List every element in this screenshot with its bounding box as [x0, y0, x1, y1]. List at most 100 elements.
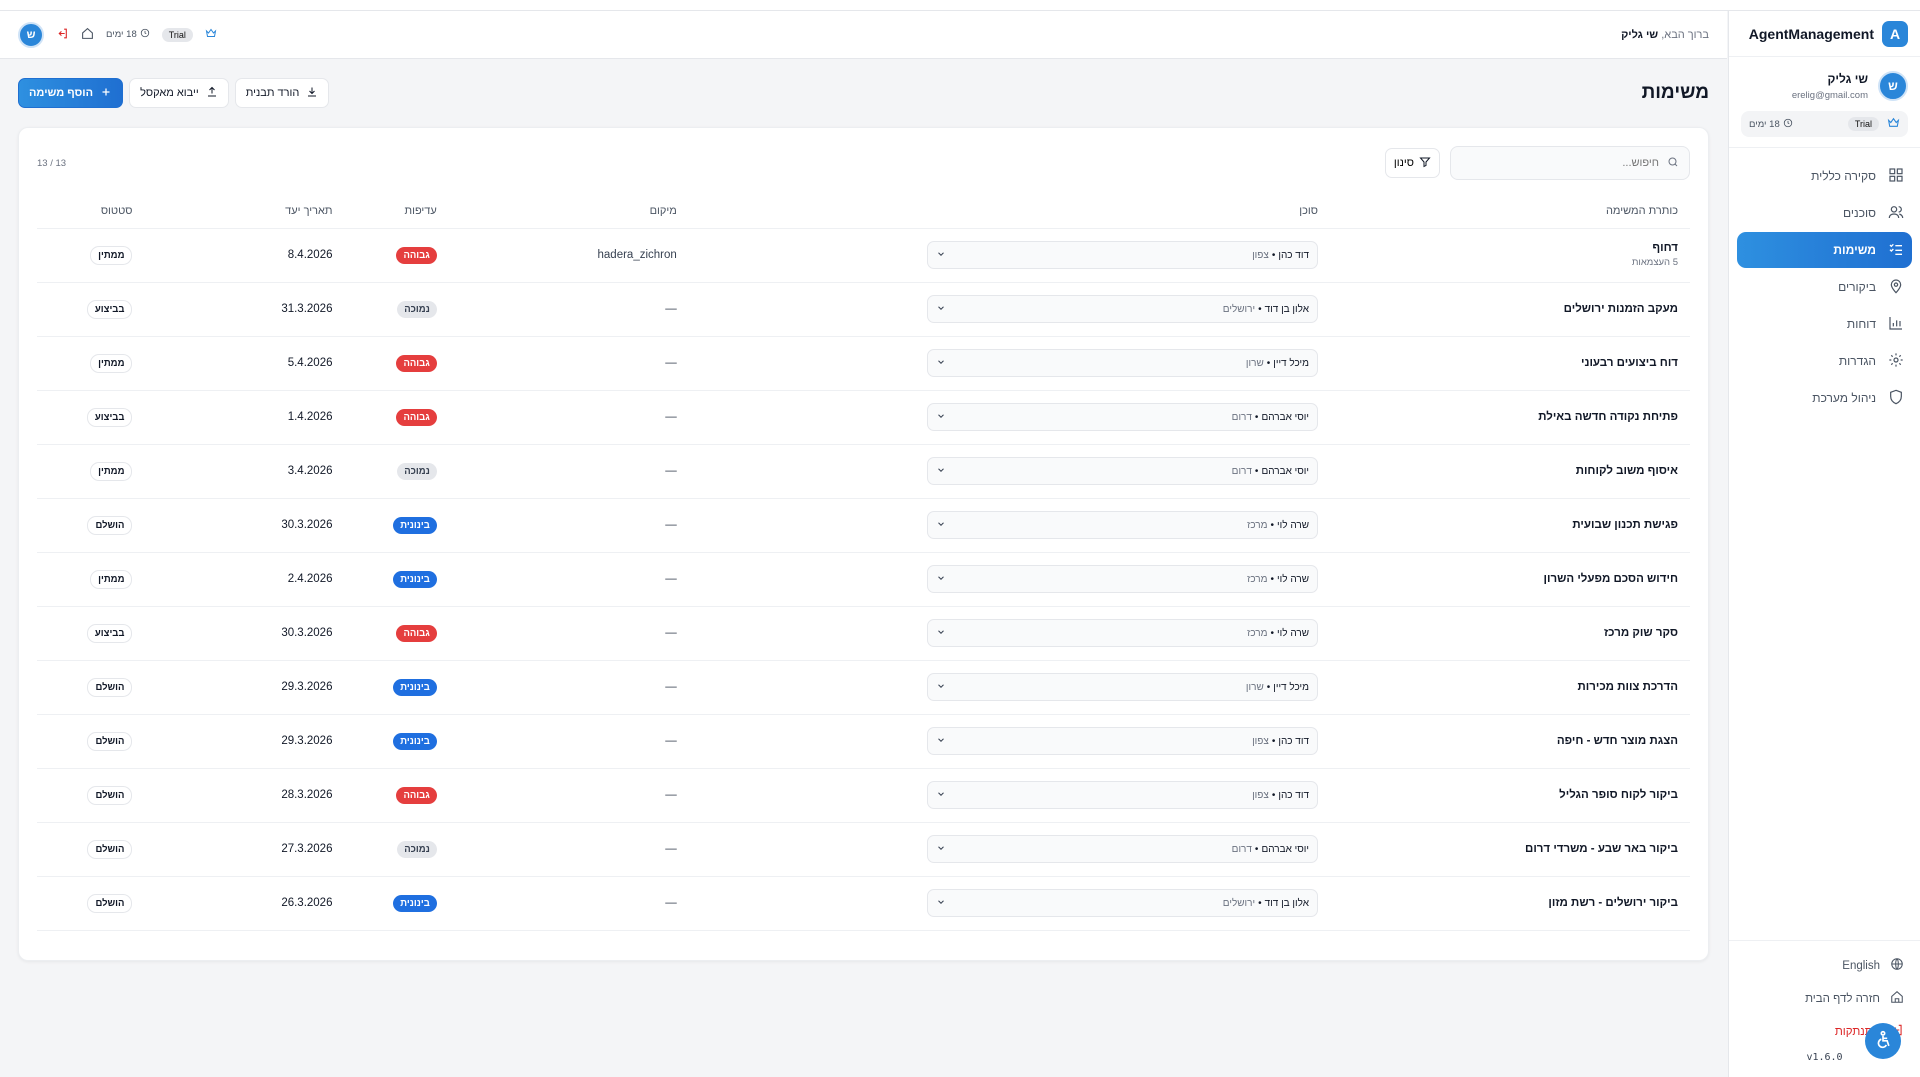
status-badge[interactable]: בביצוע: [86, 299, 133, 319]
download-template-button[interactable]: הורד תבנית: [234, 78, 330, 108]
search-input[interactable]: [1461, 157, 1659, 169]
agent-select[interactable]: יוסי אברהם • דרום: [927, 403, 1318, 431]
chevron-down-icon: [936, 843, 946, 856]
table-row[interactable]: ביקור ירושלים - רשת מזון אלון בן דוד • ירוש…: [37, 876, 1690, 931]
status-badge[interactable]: בביצוע: [86, 623, 133, 643]
task-title-cell[interactable]: דחוף 5 העצמאות: [1330, 228, 1690, 283]
location-value: —: [665, 573, 677, 585]
agent-select[interactable]: דוד כהן • צפון: [927, 781, 1318, 809]
agent-select[interactable]: דוד כהן • צפון: [927, 241, 1318, 269]
task-title-cell[interactable]: סקר שוק מרכז: [1330, 606, 1690, 661]
status-badge[interactable]: הושלם: [87, 785, 133, 805]
status-badge[interactable]: הושלם: [87, 731, 133, 751]
table-row[interactable]: חידוש הסכם מפעלי השרון שרה לוי • מרכז — בינונ…: [37, 552, 1690, 607]
avatar[interactable]: ש: [1878, 71, 1908, 101]
filter-button[interactable]: סינון: [1384, 148, 1440, 178]
separator-dot: •: [1271, 249, 1276, 261]
chevron-down-icon: [936, 465, 946, 478]
header-priority[interactable]: עדיפות: [344, 194, 449, 229]
sidebar-item-reports[interactable]: דוחות: [1737, 306, 1912, 342]
agent-select[interactable]: שרה לוי • מרכז: [927, 619, 1318, 647]
task-title-cell[interactable]: פתיחת נקודה חדשה באילת: [1330, 390, 1690, 445]
status-badge[interactable]: ממתין: [90, 569, 133, 589]
import-excel-button[interactable]: ייבוא מאקסל: [129, 78, 229, 108]
agent-region: דרום: [1231, 411, 1252, 423]
header-status[interactable]: סטטוס: [37, 194, 145, 229]
table-row[interactable]: הדרכת צוות מכירות מיכל דיין • שרון — בינונית 2…: [37, 660, 1690, 715]
status-badge[interactable]: הושלם: [87, 893, 133, 913]
logout-icon[interactable]: [56, 27, 69, 43]
agent-name: שרה לוי: [1277, 573, 1309, 585]
agent-name: יוסי אברהם: [1261, 465, 1309, 477]
sidebar-item-overview[interactable]: סקירה כללית: [1737, 158, 1912, 194]
agent-select[interactable]: אלון בן דוד • ירושלים: [927, 889, 1318, 917]
language-switch[interactable]: English: [1737, 949, 1912, 982]
welcome-name: שי גליק: [1621, 28, 1659, 41]
user-email: erelig@gmail.com: [1791, 89, 1868, 101]
table-row[interactable]: דחוף 5 העצמאות דוד כהן • צפון hadera_zichron ג…: [37, 228, 1690, 283]
table-row[interactable]: פתיחת נקודה חדשה באילת יוסי אברהם • דרום — גב…: [37, 390, 1690, 445]
status-badge[interactable]: הושלם: [87, 677, 133, 697]
status-badge[interactable]: ממתין: [90, 353, 133, 373]
table-row[interactable]: ביקור לקוח סופר הגליל דוד כהן • צפון — גבוהה 2…: [37, 768, 1690, 823]
agent-select[interactable]: מיכל דיין • שרון: [927, 673, 1318, 701]
task-title-cell[interactable]: הצגת מוצר חדש - חיפה: [1330, 714, 1690, 769]
status-badge[interactable]: הושלם: [87, 839, 133, 859]
task-title-cell[interactable]: ביקור לקוח סופר הגליל: [1330, 768, 1690, 823]
search-box[interactable]: [1450, 146, 1690, 180]
agent-select[interactable]: מיכל דיין • שרון: [927, 349, 1318, 377]
header-due-date[interactable]: תאריך יעד: [144, 194, 345, 229]
task-title-cell[interactable]: פגישת תכנון שבועית: [1330, 498, 1690, 553]
agent-select[interactable]: יוסי אברהם • דרום: [927, 835, 1318, 863]
table-row[interactable]: הצגת מוצר חדש - חיפה דוד כהן • צפון — בינונית…: [37, 714, 1690, 769]
task-title-cell[interactable]: חידוש הסכם מפעלי השרון: [1330, 552, 1690, 607]
agent-select[interactable]: אלון בן דוד • ירושלים: [927, 295, 1318, 323]
task-title: ביקור ירושלים - רשת מזון: [1548, 897, 1678, 909]
status-badge[interactable]: ממתין: [90, 461, 133, 481]
table-row[interactable]: ביקור באר שבע - משרדי דרום יוסי אברהם • דרו…: [37, 822, 1690, 877]
status-badge[interactable]: ממתין: [90, 245, 133, 265]
sidebar-item-visits[interactable]: ביקורים: [1737, 269, 1912, 305]
status-badge[interactable]: בביצוע: [86, 407, 133, 427]
back-home-link[interactable]: חזרה לדף הבית: [1737, 982, 1912, 1015]
task-title-cell[interactable]: דוח ביצועים רבעוני: [1330, 336, 1690, 391]
location-cell: —: [448, 444, 689, 499]
sidebar-item-settings[interactable]: הגדרות: [1737, 343, 1912, 379]
header-title[interactable]: כותרת המשימה: [1330, 194, 1690, 229]
globe-icon: [1890, 957, 1904, 974]
sidebar-item-tasks[interactable]: משימות: [1737, 232, 1912, 268]
header-location[interactable]: מיקום: [448, 194, 689, 229]
topbar: ברוך הבא, שי גליק Trial 18 ימים ש: [0, 11, 1727, 59]
agent-name: שרה לוי: [1277, 627, 1309, 639]
main-content: משימות הורד תבנית ייבוא מאקסל הוסף משימה: [0, 59, 1727, 1077]
add-task-button[interactable]: הוסף משימה: [18, 78, 124, 108]
brand[interactable]: A AgentManagement: [1729, 11, 1920, 57]
agent-select[interactable]: יוסי אברהם • דרום: [927, 457, 1318, 485]
task-title-cell[interactable]: איסוף משוב לקוחות: [1330, 444, 1690, 499]
home-icon[interactable]: [81, 27, 94, 43]
table-row[interactable]: מעקב הזמנות ירושלים אלון בן דוד • ירושלים — נ…: [37, 282, 1690, 337]
agent-name: דוד כהן: [1278, 735, 1309, 747]
table-row[interactable]: סקר שוק מרכז שרה לוי • מרכז — גבוהה 30.3.2026 ב…: [37, 606, 1690, 661]
agent-select[interactable]: שרה לוי • מרכז: [927, 511, 1318, 539]
browser-top-strip: [0, 0, 1920, 11]
agent-select[interactable]: דוד כהן • צפון: [927, 727, 1318, 755]
agent-region: דרום: [1231, 843, 1252, 855]
search-icon: [1667, 156, 1679, 171]
agent-select[interactable]: שרה לוי • מרכז: [927, 565, 1318, 593]
task-title-cell[interactable]: מעקב הזמנות ירושלים: [1330, 282, 1690, 337]
status-badge[interactable]: הושלם: [87, 515, 133, 535]
table-row[interactable]: פגישת תכנון שבועית שרה לוי • מרכז — בינונית 30…: [37, 498, 1690, 553]
task-title-cell[interactable]: הדרכת צוות מכירות: [1330, 660, 1690, 715]
accessibility-button[interactable]: [1865, 1023, 1901, 1059]
header-agent[interactable]: סוכן: [688, 194, 1330, 229]
task-title-cell[interactable]: ביקור באר שבע - משרדי דרום: [1330, 822, 1690, 877]
status-cell: הושלם: [37, 768, 145, 823]
sidebar-item-agents[interactable]: סוכנים: [1737, 195, 1912, 231]
sidebar-item-admin[interactable]: ניהול מערכת: [1737, 380, 1912, 416]
agent-name: אלון בן דוד: [1264, 897, 1309, 909]
user-avatar[interactable]: ש: [18, 21, 44, 48]
task-title-cell[interactable]: ביקור ירושלים - רשת מזון: [1330, 876, 1690, 931]
table-row[interactable]: איסוף משוב לקוחות יוסי אברהם • דרום — נמוכה 3.…: [37, 444, 1690, 499]
table-row[interactable]: דוח ביצועים רבעוני מיכל דיין • שרון — גבוהה 5.…: [37, 336, 1690, 391]
